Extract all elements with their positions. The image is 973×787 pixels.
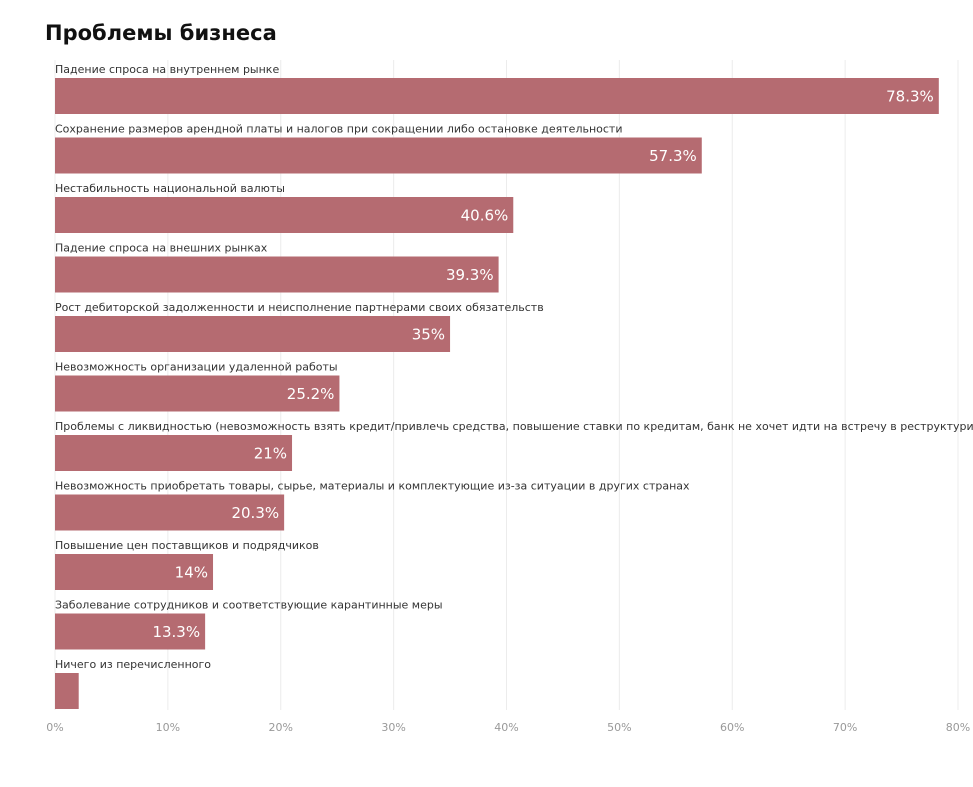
bar [55,78,939,114]
value-label: 78.3% [886,88,934,106]
x-tick-label: 50% [607,721,631,734]
value-label: 25.2% [287,385,335,403]
bar [55,137,702,174]
x-tick-label: 60% [720,721,744,734]
category-label: Невозможность приобретать товары, сырье,… [55,480,690,493]
category-label: Повышение цен поставщиков и подрядчиков [55,539,319,552]
category-label: Ничего из перечисленного [55,658,211,671]
category-label: Падение спроса на внешних рынках [55,242,268,255]
value-label: 14% [175,564,208,582]
bar [55,494,285,531]
x-tick-label: 70% [833,721,857,734]
bar [55,375,340,412]
category-label: Сохранение размеров арендной платы и нал… [55,123,623,136]
bar [55,613,206,650]
x-tick-label: 20% [269,721,293,734]
bar [55,316,451,352]
category-label: Невозможность организации удаленной рабо… [55,361,338,374]
x-tick-label: 40% [494,721,518,734]
value-label: 35% [412,326,445,344]
value-label: 21% [254,445,287,463]
category-label: Заболевание сотрудников и соответствующи… [55,599,443,612]
category-label: Рост дебиторской задолженности и неиспол… [55,301,544,314]
value-label: 40.6% [461,207,509,225]
value-label: 20.3% [231,504,279,522]
x-tick-label: 10% [156,721,180,734]
x-tick-label: 30% [381,721,405,734]
bar [55,435,293,471]
category-label: Проблемы с ликвидностью (невозможность в… [55,420,973,433]
category-label: Нестабильность национальной валюты [55,182,285,195]
bar [55,673,79,709]
bar [55,197,514,233]
category-label: Падение спроса на внутреннем рынке [55,63,279,76]
value-label: 13.3% [152,623,200,641]
x-tick-label: 80% [946,721,970,734]
value-label: 39.3% [446,266,494,284]
bar [55,554,214,590]
chart-title: Проблемы бизнеса [45,21,277,45]
value-label: 57.3% [649,147,697,165]
bar [55,256,499,293]
x-tick-label: 0% [46,721,63,734]
